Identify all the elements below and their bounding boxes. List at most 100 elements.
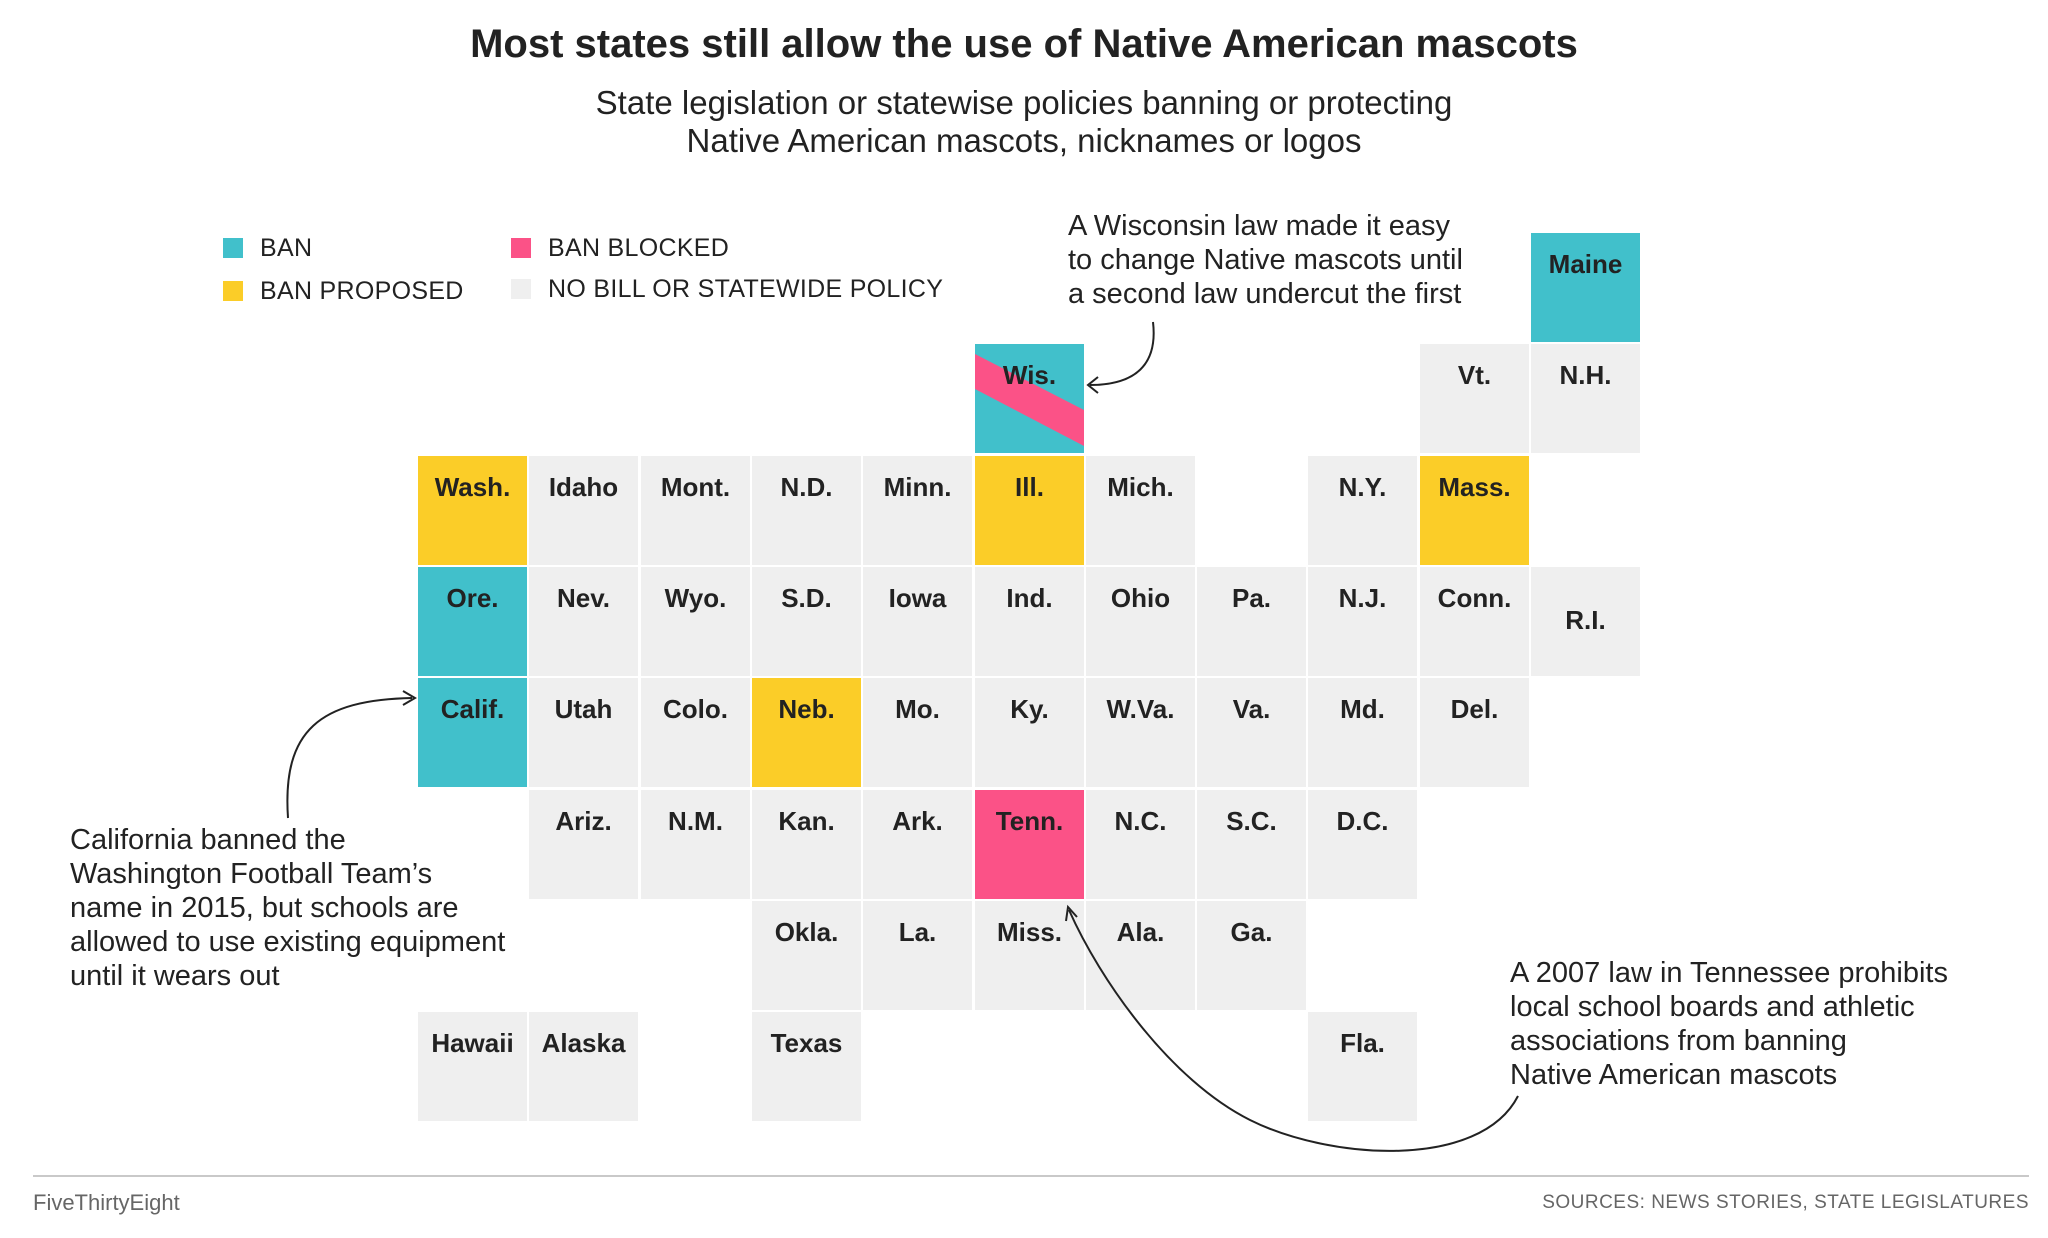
state-label: Nev. <box>557 583 610 613</box>
state-tile: Calif. <box>418 678 527 787</box>
state-tile: Conn. <box>1420 567 1529 676</box>
state-tile: N.Y. <box>1308 456 1417 565</box>
state-tile: Wyo. <box>641 567 750 676</box>
state-label: N.Y. <box>1338 472 1387 502</box>
state-tile: Mo. <box>863 678 972 787</box>
state-label: Ala. <box>1116 917 1165 947</box>
state-label: Ariz. <box>555 806 612 836</box>
state-tile: Utah <box>529 678 638 787</box>
state-tile: N.J. <box>1308 567 1417 676</box>
state-label: N.H. <box>1559 360 1612 390</box>
footer-sources: SOURCES: NEWS STORIES, STATE LEGISLATURE… <box>1542 1192 2029 1213</box>
state-label: W.Va. <box>1106 694 1175 724</box>
state-tile: Maine <box>1531 233 1640 342</box>
state-tile: Okla. <box>752 901 861 1010</box>
state-tile: Nev. <box>529 567 638 676</box>
state-tile: Fla. <box>1308 1012 1417 1121</box>
state-label: S.C. <box>1226 806 1277 836</box>
state-tile: W.Va. <box>1086 678 1195 787</box>
state-label: Vt. <box>1457 360 1492 390</box>
state-label: Pa. <box>1231 583 1272 613</box>
state-tile: Mass. <box>1420 456 1529 565</box>
state-tile: S.C. <box>1197 790 1306 899</box>
state-label: R.I. <box>1565 605 1606 635</box>
state-label: Iowa <box>888 583 947 613</box>
state-label: Kan. <box>778 806 835 836</box>
legend-label-no-policy: NO BILL OR STATEWIDE POLICY <box>548 274 944 303</box>
state-tile: Ark. <box>863 790 972 899</box>
state-tile: Wash. <box>418 456 527 565</box>
state-tile: Mich. <box>1086 456 1195 565</box>
state-tile: Mont. <box>641 456 750 565</box>
state-tile: Vt. <box>1420 344 1529 453</box>
state-tile: S.D. <box>752 567 861 676</box>
state-tile: Wis. <box>975 344 1084 453</box>
state-label: Texas <box>770 1028 843 1058</box>
state-tile: Iowa <box>863 567 972 676</box>
state-label: Wis. <box>1002 360 1057 390</box>
state-tile: Neb. <box>752 678 861 787</box>
subtitle-line-2: Native American mascots, nicknames or lo… <box>686 122 1362 159</box>
legend-label-ban-blocked: BAN BLOCKED <box>548 233 730 262</box>
state-tile: Ala. <box>1086 901 1195 1010</box>
arrowhead-california <box>402 690 417 706</box>
state-tile: Hawaii <box>418 1012 527 1121</box>
state-tile: Ga. <box>1197 901 1306 1010</box>
state-label: Okla. <box>774 917 839 947</box>
state-label: Mass. <box>1438 472 1511 502</box>
state-label: Va. <box>1232 694 1271 724</box>
chart-title: Most states still allow the use of Nativ… <box>470 22 1578 66</box>
state-label: Ohio <box>1110 583 1171 613</box>
annotation-wisconsin: A Wisconsin law made it easy to change N… <box>1068 210 1463 310</box>
state-tile: Minn. <box>863 456 972 565</box>
split-fill <box>975 344 1084 453</box>
state-tile: Tenn. <box>975 790 1084 899</box>
annotation-california: California banned the Washington Footbal… <box>70 824 506 992</box>
state-tile: Idaho <box>529 456 638 565</box>
legend-label-ban: BAN <box>260 233 313 262</box>
state-label: Tenn. <box>995 806 1064 836</box>
state-tile: Texas <box>752 1012 861 1121</box>
state-tile: Ky. <box>975 678 1084 787</box>
arrow-california <box>286 697 413 819</box>
state-label: Neb. <box>778 694 835 724</box>
state-label: Mont. <box>660 472 731 502</box>
state-label: Mich. <box>1107 472 1174 502</box>
state-label: Mo. <box>895 694 940 724</box>
state-tile: R.I. <box>1531 567 1640 676</box>
state-tile: Va. <box>1197 678 1306 787</box>
legend-swatch-ban-proposed <box>223 281 243 301</box>
state-label: Wyo. <box>664 583 727 613</box>
state-label: Maine <box>1548 249 1623 279</box>
legend-label-ban-proposed: BAN PROPOSED <box>260 276 464 305</box>
state-label: Hawaii <box>431 1028 514 1058</box>
state-tile: Ind. <box>975 567 1084 676</box>
state-tile: Ohio <box>1086 567 1195 676</box>
state-label: Wash. <box>434 472 511 502</box>
state-label: Idaho <box>548 472 619 502</box>
state-label: N.D. <box>780 472 833 502</box>
state-label: Conn. <box>1437 583 1512 613</box>
state-label: La. <box>898 917 937 947</box>
legend-swatch-no-policy <box>511 279 531 299</box>
state-tile: Colo. <box>641 678 750 787</box>
state-tile: Ore. <box>418 567 527 676</box>
state-label: Ill. <box>1015 472 1044 502</box>
state-label: Md. <box>1340 694 1385 724</box>
legend-item-ban-proposed: BAN PROPOSED <box>223 276 464 306</box>
state-tile: Ariz. <box>529 790 638 899</box>
state-tile: D.C. <box>1308 790 1417 899</box>
state-label: D.C. <box>1336 806 1389 836</box>
state-tile: Del. <box>1420 678 1529 787</box>
state-tile: Miss. <box>975 901 1084 1010</box>
chart-subtitle: State legislation or statewise policies … <box>524 84 1524 160</box>
state-label: Ind. <box>1006 583 1053 613</box>
state-tile: Md. <box>1308 678 1417 787</box>
state-label: Ky. <box>1010 694 1049 724</box>
state-label: Miss. <box>996 917 1063 947</box>
state-label: Colo. <box>663 694 728 724</box>
state-label: Fla. <box>1340 1028 1385 1058</box>
state-tile: N.C. <box>1086 790 1195 899</box>
state-label: Ore. <box>446 583 499 613</box>
state-label: N.C. <box>1114 806 1167 836</box>
